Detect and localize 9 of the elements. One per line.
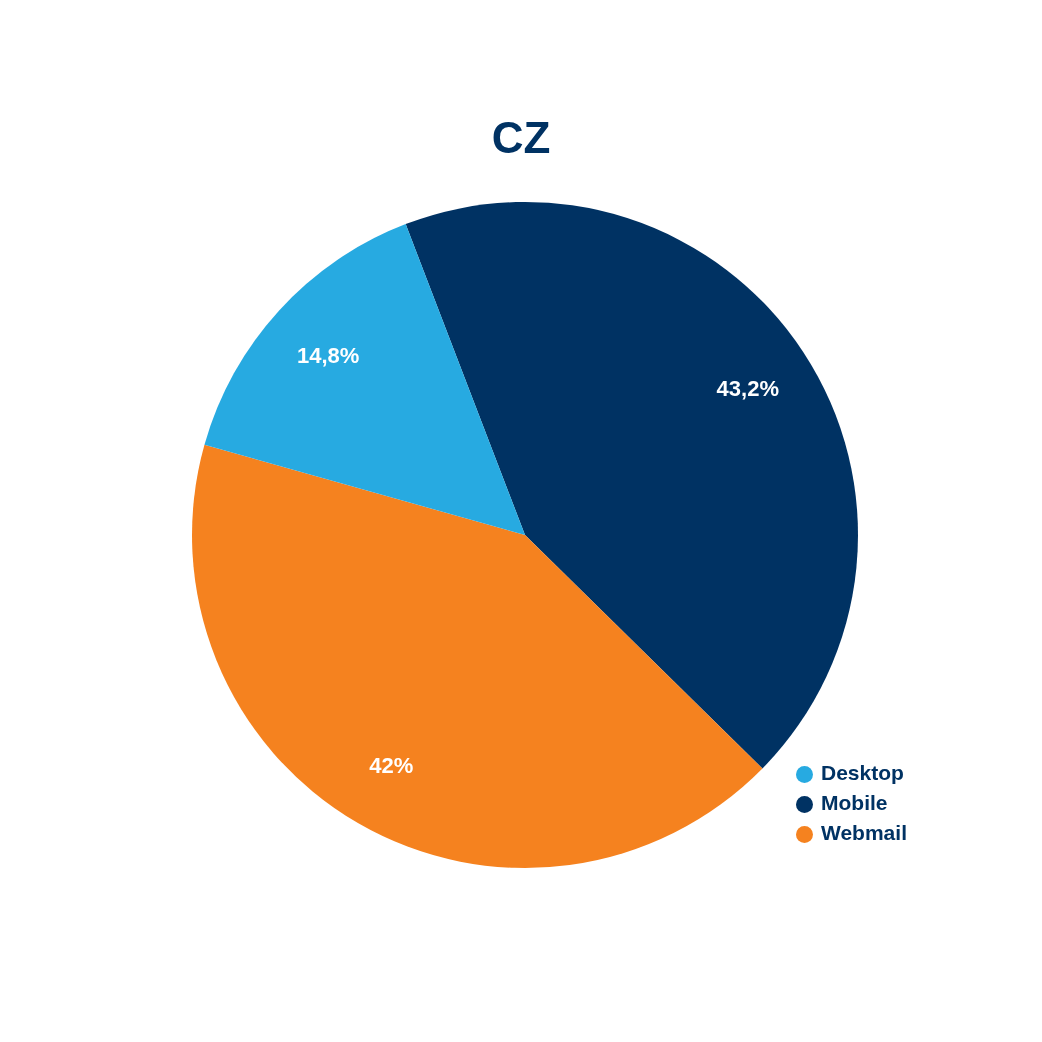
data-label: 43,2% xyxy=(716,376,780,402)
data-label: 42% xyxy=(369,752,414,778)
legend-label: Webmail xyxy=(821,821,907,844)
pie-slice xyxy=(204,224,525,535)
chart-title: CZ xyxy=(490,113,552,163)
data-label: 14,8% xyxy=(296,343,360,368)
pie-slice xyxy=(192,444,763,868)
legend-label: Desktop xyxy=(821,761,904,784)
legend-label: Mobile xyxy=(821,791,888,814)
